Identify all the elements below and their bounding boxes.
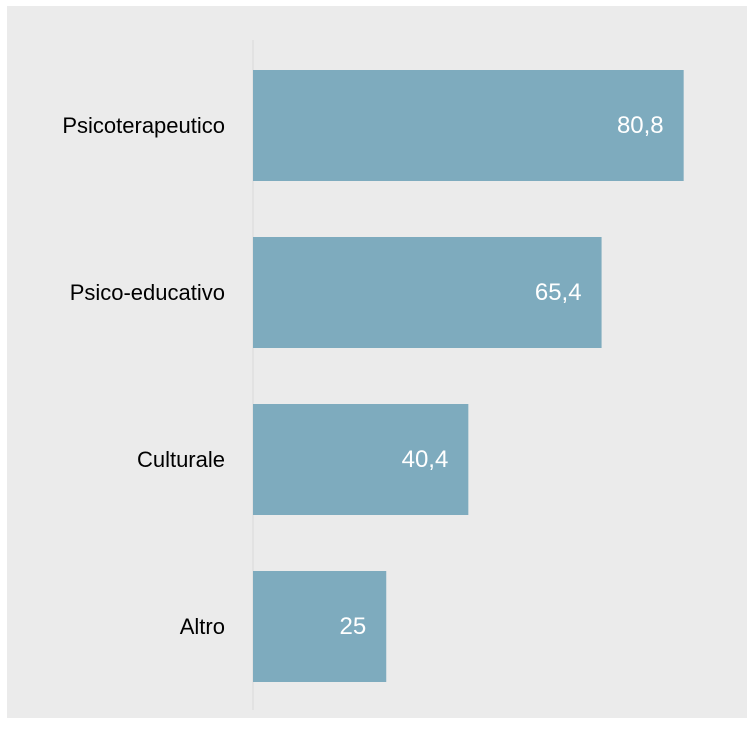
bars-group [253, 70, 684, 682]
category-label-2: Culturale [137, 447, 225, 472]
category-label-3: Altro [180, 614, 225, 639]
value-label-3: 25 [340, 613, 367, 640]
category-labels-group: Psicoterapeutico Psico-educativo Culturale… [62, 113, 225, 639]
value-label-0: 80,8 [617, 112, 664, 139]
bar-3 [253, 571, 387, 682]
bar-2 [253, 404, 469, 515]
bar-0 [253, 70, 684, 181]
value-label-2: 40,4 [402, 446, 449, 473]
value-label-1: 65,4 [535, 279, 582, 306]
value-labels-group: 80,8 65,4 40,4 25 [340, 112, 664, 640]
bar-1 [253, 237, 602, 348]
category-label-1: Psico-educativo [70, 280, 225, 305]
category-label-0: Psicoterapeutico [62, 113, 225, 138]
